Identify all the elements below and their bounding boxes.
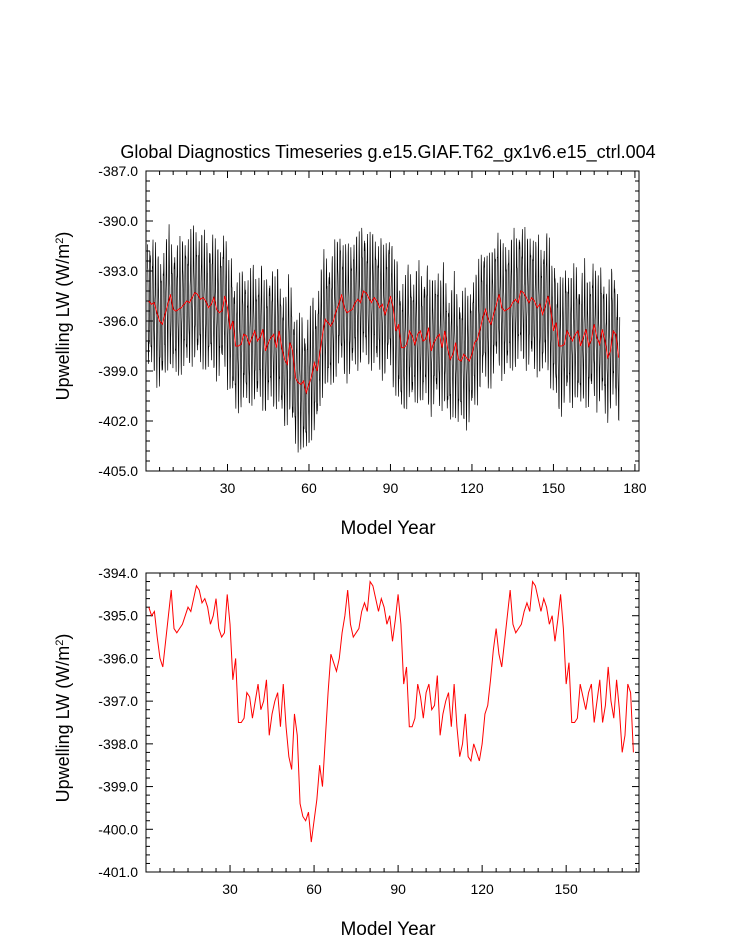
monthly-line xyxy=(147,224,621,453)
y-tick-label: -387.0 xyxy=(98,163,138,179)
top-x-axis-label: Model Year xyxy=(340,518,436,539)
y-tick-label: -393.0 xyxy=(98,263,138,279)
bottom-chart: -401.0 -400.0 -399.0 -398.0 -397.0 -396.0 -395… xyxy=(53,565,640,940)
y-tick-label: -400.0 xyxy=(98,821,138,837)
x-tick-label: 30 xyxy=(220,480,236,496)
y-tick-label: -394.0 xyxy=(98,565,138,581)
y-tick-label: -396.0 xyxy=(98,313,138,329)
x-tick-label: 180 xyxy=(623,480,647,496)
x-tick-label: 90 xyxy=(383,480,399,496)
top-chart: -405.0 -402.0 -399.0 -396.0 -393.0 -390.0 -387… xyxy=(53,163,647,539)
top-y-axis-label: Upwelling LW (W/m2) xyxy=(53,232,73,401)
annual-mean-line xyxy=(148,290,620,395)
y-tick-label: -396.0 xyxy=(98,650,138,666)
bottom-x-axis-label: Model Year xyxy=(340,919,436,940)
x-tick-label: 150 xyxy=(554,881,578,897)
annual-mean-line xyxy=(148,580,634,843)
y-tick-label: -405.0 xyxy=(98,463,138,479)
bottom-annual-series xyxy=(148,580,634,843)
y-tick-label: -401.0 xyxy=(98,864,138,880)
x-tick-label: 120 xyxy=(470,881,494,897)
y-tick-label: -395.0 xyxy=(98,608,138,624)
y-tick-label: -402.0 xyxy=(98,413,138,429)
y-tick-label: -397.0 xyxy=(98,693,138,709)
x-tick-label: 60 xyxy=(301,480,317,496)
x-tick-label: 90 xyxy=(390,881,406,897)
bottom-y-axis-label: Upwelling LW (W/m2) xyxy=(53,634,73,803)
x-tick-label: 60 xyxy=(306,881,322,897)
x-tick-label: 150 xyxy=(542,480,566,496)
y-tick-label: -399.0 xyxy=(98,779,138,795)
top-annual-series xyxy=(148,290,620,395)
x-tick-label: 120 xyxy=(460,480,484,496)
x-tick-label: 30 xyxy=(222,881,238,897)
y-tick-label: -398.0 xyxy=(98,736,138,752)
top-monthly-series xyxy=(147,224,621,453)
bottom-plot-frame xyxy=(145,572,640,873)
chart-title: Global Diagnostics Timeseries g.e15.GIAF… xyxy=(120,142,655,163)
y-tick-label: -399.0 xyxy=(98,363,138,379)
y-tick-label: -390.0 xyxy=(98,213,138,229)
